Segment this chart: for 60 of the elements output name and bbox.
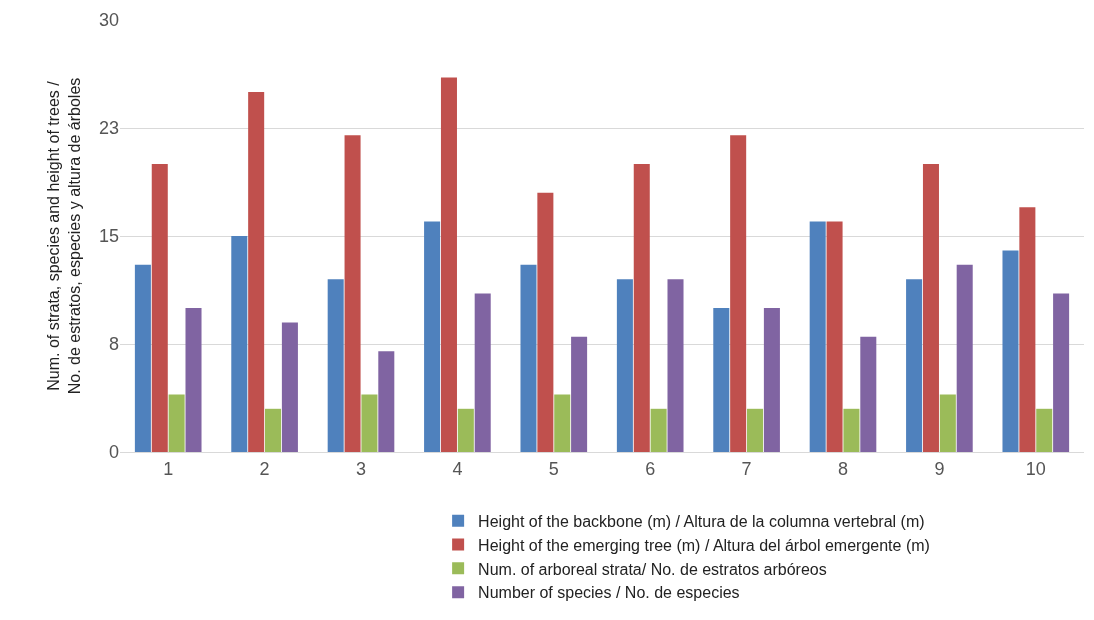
bar [667,279,684,452]
y-tick-label: 23 [98,118,119,139]
bar [327,279,344,452]
bar [281,322,298,452]
bar [922,164,939,452]
y-axis-title: Num. of strata, species and height of trees / No. de estratos, especies y altura de árboles [45,77,83,395]
bar [474,293,491,452]
bar [1019,207,1036,452]
y-tick-label: 30 [98,10,119,31]
bar [906,279,923,452]
y-tick-label: 0 [108,442,119,463]
bar [265,408,282,452]
bar [1053,293,1070,452]
bar [168,394,185,452]
bar [956,264,973,452]
bar [860,336,877,452]
bar [185,308,202,452]
legend-label: Num. of arboreal strata/ No. de estratos arbóreos [478,560,827,578]
bar [248,92,265,452]
bar [616,279,633,452]
bar [424,221,441,452]
bar [939,394,956,452]
bar [1002,250,1019,452]
x-tick-label: 3 [355,458,367,479]
bar [361,394,378,452]
bar [554,394,571,452]
bar [231,236,248,452]
bar [134,264,151,452]
bar [457,408,474,452]
legend-label: Number of species / No. de especies [478,584,740,602]
bar [763,308,780,452]
y-tick-label: 15 [98,226,119,247]
bar [843,408,860,452]
bar [344,135,361,452]
x-tick-label: 7 [741,458,752,479]
bar [730,135,747,452]
bar [1036,408,1053,452]
bar [650,408,667,452]
bar [151,164,168,452]
bar [633,164,650,452]
bar [537,192,554,452]
bar [747,408,764,452]
x-tick-label: 5 [548,458,559,479]
x-tick-label: 9 [934,458,945,479]
y-tick-label: 8 [108,334,119,355]
legend-label: Height of the backbone (m) / Altura de la columna vertebral (m) [478,512,925,530]
x-tick-label: 8 [837,458,849,479]
bar [440,77,457,452]
bar [520,264,537,452]
bar [571,336,588,452]
x-tick-label: 6 [645,458,656,479]
x-tick-label: 2 [259,458,270,479]
x-tick-label: 10 [1025,458,1046,479]
x-tick-label: 1 [163,458,174,479]
bar [809,221,826,452]
bar [378,351,395,452]
bar [713,308,730,452]
legend-label: Height of the emerging tree (m) / Altura del árbol emergente (m) [478,536,930,554]
x-tick-label: 4 [452,458,463,479]
bar [826,221,843,452]
